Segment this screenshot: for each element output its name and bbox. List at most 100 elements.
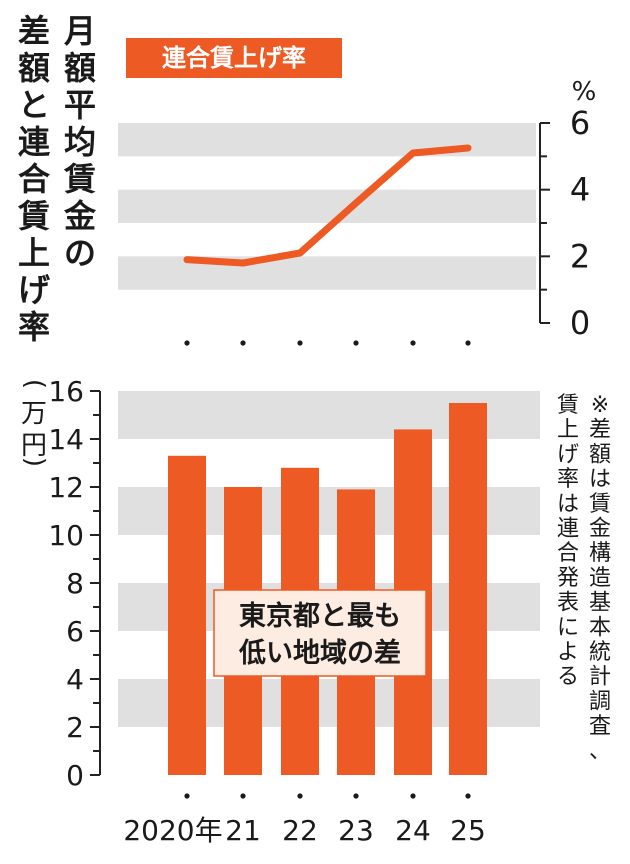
y-tick-label: 10 xyxy=(48,519,84,552)
source-note-char: 統 xyxy=(589,640,611,665)
x-tick-dot xyxy=(184,793,190,799)
vertical-title-char: 金 xyxy=(63,197,97,235)
bar-chart-title-line-1: 東京都と最も xyxy=(239,600,401,632)
source-note-char: 、 xyxy=(589,739,611,764)
bar-chart-x-dots xyxy=(184,793,471,799)
x-tick-label: 2020年 xyxy=(123,814,222,847)
y-tick-label: 14 xyxy=(48,423,84,456)
line-chart-y-axis: 0 2 4 6 xyxy=(539,104,590,342)
y-tick-label: 12 xyxy=(48,471,84,504)
line-chart-plot xyxy=(183,144,472,267)
y-tick-label: 4 xyxy=(570,171,590,209)
bar-chart-y-axis: 0 2 4 6 8 10 12 14 16 xyxy=(48,375,101,792)
source-note-char: 構 xyxy=(589,541,611,566)
source-note-char: 金 xyxy=(589,517,611,542)
source-note-char: 発 xyxy=(557,566,579,591)
line-point xyxy=(467,147,469,149)
source-note-char: 上 xyxy=(557,418,579,443)
x-tick-dot xyxy=(465,793,471,799)
bar-chart-title-line-2: 低い地域の差 xyxy=(238,637,401,669)
vertical-title-char: 率 xyxy=(18,308,50,346)
source-note-char: 差 xyxy=(589,418,611,443)
y-tick-label: 8 xyxy=(66,567,84,600)
source-note-char: 査 xyxy=(589,714,611,739)
source-note-char: は xyxy=(557,492,579,517)
line-chart-grid-bands xyxy=(118,123,536,290)
x-tick-dot xyxy=(240,793,246,799)
x-tick-label: 24 xyxy=(395,814,431,847)
vertical-title-char: 均 xyxy=(64,123,96,161)
line-series xyxy=(183,144,472,267)
bar xyxy=(449,403,487,775)
vertical-title-char: げ xyxy=(18,271,50,309)
vertical-title-char: 賃 xyxy=(63,160,96,198)
vertical-title-char: 月 xyxy=(64,12,96,50)
x-tick-dot xyxy=(410,340,416,346)
x-tick-dot xyxy=(465,340,471,346)
source-note-char: 本 xyxy=(589,615,611,640)
line-point xyxy=(412,152,414,154)
line-chart-title: 連合賃上げ率 xyxy=(162,44,306,72)
y-tick-label: 2 xyxy=(570,237,590,275)
source-note-char: よ xyxy=(557,640,579,665)
line-point xyxy=(186,259,188,261)
x-tick-dot xyxy=(240,340,246,346)
x-tick-dot xyxy=(297,793,303,799)
y-tick-label: 6 xyxy=(66,615,84,648)
unit-paren-open: ( xyxy=(20,379,50,389)
grid-band xyxy=(118,256,536,290)
unit-paren-close: ) xyxy=(20,457,50,467)
source-note-char: 賃 xyxy=(589,492,611,517)
x-tick-label: 23 xyxy=(338,814,374,847)
vertical-title-char: 平 xyxy=(64,86,96,124)
vertical-title-char: 差 xyxy=(18,12,50,50)
source-note-char: 調 xyxy=(589,689,611,714)
unit-char: 円 xyxy=(21,431,47,461)
vertical-title-char: 上 xyxy=(18,234,50,272)
bar-chart-title-box xyxy=(213,589,427,677)
source-note-char: ※ xyxy=(591,393,609,418)
y-tick-label: 2 xyxy=(66,711,84,744)
source-note-char: は xyxy=(589,467,611,492)
line-point xyxy=(242,262,244,264)
bar-axis-unit: ( 万円) xyxy=(20,379,50,467)
bar-chart-x-axis-labels: 2020年 21 22 23 24 25 xyxy=(123,814,485,847)
x-tick-dot xyxy=(297,340,303,346)
vertical-title-char: と xyxy=(18,86,50,124)
x-tick-label: 25 xyxy=(450,814,486,847)
x-tick-dot xyxy=(410,793,416,799)
vertical-title-char: 連 xyxy=(18,123,51,161)
vertical-title-char: 合 xyxy=(18,160,50,198)
x-tick-dot xyxy=(353,340,359,346)
vertical-title-char: の xyxy=(64,234,96,272)
y-tick-label: 0 xyxy=(570,304,590,342)
vertical-title-char: 額 xyxy=(18,49,50,87)
vertical-title-char: 賃 xyxy=(17,197,50,235)
source-note-char: に xyxy=(557,615,579,640)
x-tick-dot xyxy=(184,340,190,346)
grid-band xyxy=(118,189,536,223)
source-note-char: 賃 xyxy=(557,393,579,418)
line-chart-title-badge xyxy=(126,38,342,78)
vertical-title-char: 額 xyxy=(64,49,96,87)
y-tick-label: 0 xyxy=(66,759,84,792)
source-note-char: 基 xyxy=(589,591,611,616)
x-tick-label: 21 xyxy=(225,814,261,847)
source-note-char: る xyxy=(557,665,579,690)
y-tick-label: 16 xyxy=(48,375,84,408)
source-note-char: 計 xyxy=(589,665,611,690)
source-note-char: げ xyxy=(557,442,579,467)
line-axis-unit: % xyxy=(572,77,597,107)
y-tick-label: 4 xyxy=(66,663,84,696)
source-note-char: 表 xyxy=(557,591,579,616)
grid-band xyxy=(118,123,536,157)
source-note-char: 合 xyxy=(557,541,579,566)
unit-char: 万 xyxy=(21,399,47,429)
source-note-char: 額 xyxy=(589,442,611,467)
y-tick-label: 6 xyxy=(570,104,590,142)
x-tick-dot xyxy=(353,793,359,799)
